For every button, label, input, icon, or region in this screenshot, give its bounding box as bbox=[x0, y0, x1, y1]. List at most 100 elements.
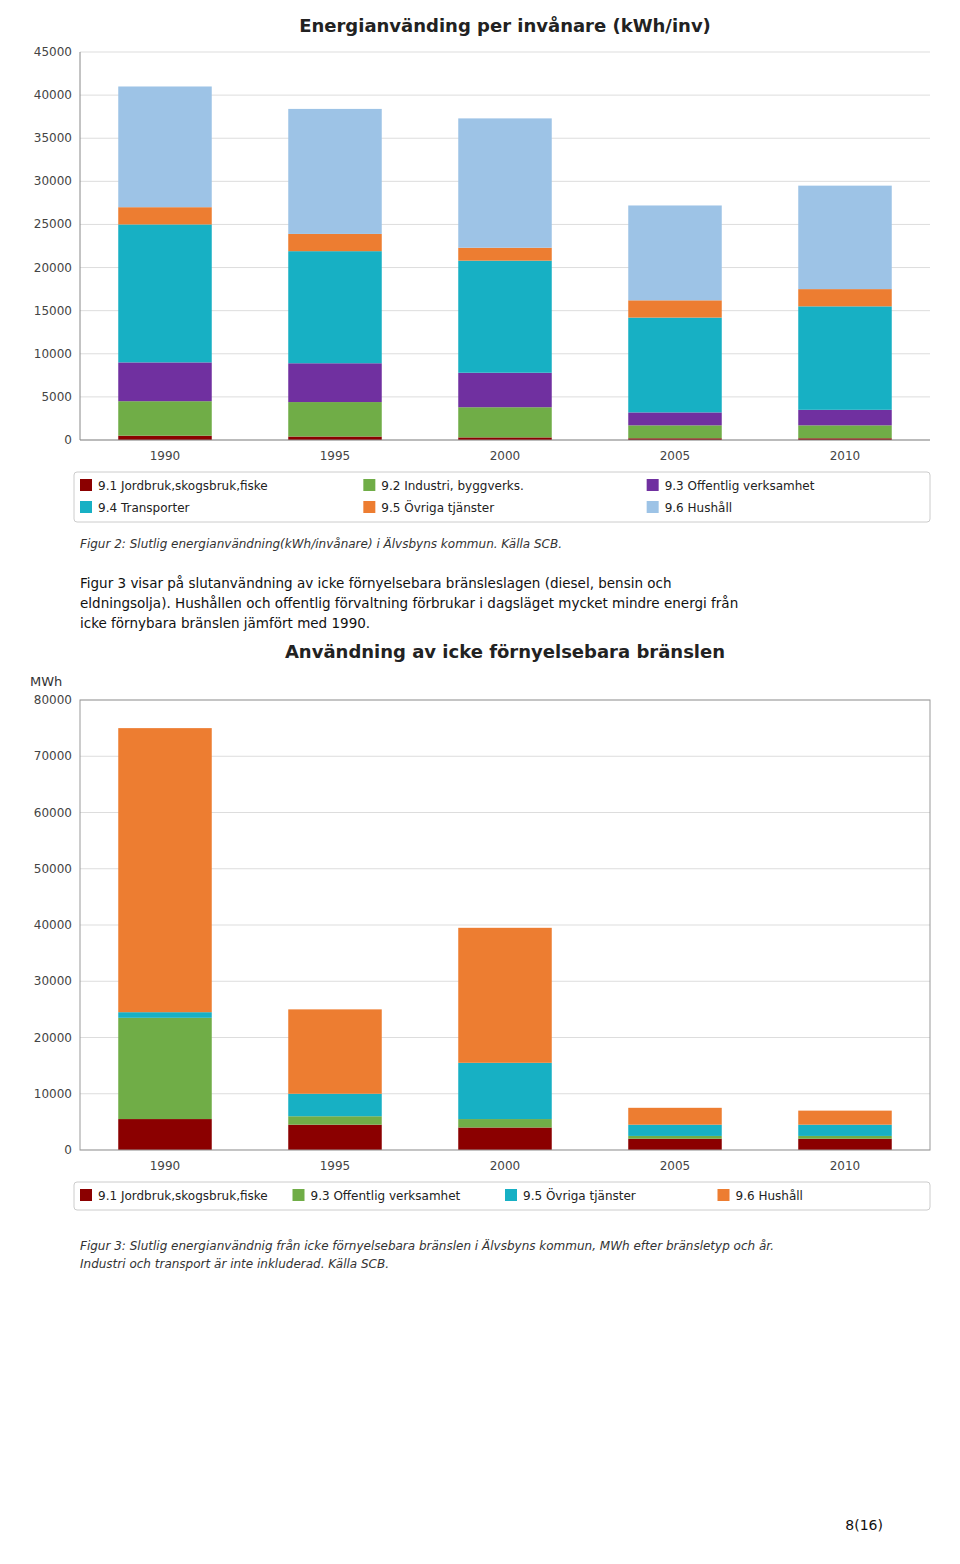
bar-segment bbox=[458, 118, 552, 247]
y-tick-label: 50000 bbox=[34, 862, 72, 876]
bar-segment bbox=[118, 224, 212, 362]
bar-segment bbox=[458, 248, 552, 261]
y-tick-label: 45000 bbox=[34, 45, 72, 59]
legend-entry: 9.1 Jordbruk,skogsbruk,fiske bbox=[98, 1189, 268, 1203]
bar-segment bbox=[118, 362, 212, 401]
bar-segment bbox=[798, 306, 892, 409]
legend-entry: 9.5 Övriga tjänster bbox=[523, 1187, 636, 1203]
bar-segment bbox=[798, 1125, 892, 1136]
legend: 9.1 Jordbruk,skogsbruk,fiske 9.2 Industri… bbox=[74, 472, 930, 522]
bar-segment bbox=[628, 1108, 722, 1125]
y-tick-label: 35000 bbox=[34, 131, 72, 145]
y-tick-label: 10000 bbox=[34, 347, 72, 361]
legend-entry: 9.1 Jordbruk,skogsbruk,fiske bbox=[98, 479, 268, 493]
legend-box bbox=[74, 472, 930, 522]
bar-segment bbox=[628, 1125, 722, 1136]
y-tick-label: 20000 bbox=[34, 1031, 72, 1045]
y-tick-label: 60000 bbox=[34, 806, 72, 820]
x-tick-label: 1990 bbox=[150, 1159, 181, 1173]
y-tick-label: 80000 bbox=[34, 693, 72, 707]
y-tick-label: 5000 bbox=[41, 390, 72, 404]
bar-segment bbox=[798, 425, 892, 438]
page-number: 8(16) bbox=[845, 1517, 883, 1533]
bar-segment bbox=[458, 928, 552, 1063]
bars bbox=[118, 728, 892, 1150]
bar-segment bbox=[798, 1139, 892, 1150]
legend-swatch bbox=[293, 1189, 305, 1201]
bar-segment bbox=[798, 410, 892, 426]
legend: 9.1 Jordbruk,skogsbruk,fiske 9.3 Offentli… bbox=[74, 1182, 930, 1210]
x-tick-label: 1990 bbox=[150, 449, 181, 463]
y-tick-label: 15000 bbox=[34, 304, 72, 318]
bar-segment bbox=[798, 289, 892, 306]
legend-box bbox=[74, 1182, 930, 1210]
y-tick-label: 40000 bbox=[34, 918, 72, 932]
body-text: Figur 3 visar på slutanvändning av icke … bbox=[80, 575, 672, 591]
y-tick-label: 10000 bbox=[34, 1087, 72, 1101]
bar-segment bbox=[118, 207, 212, 224]
bar-segment bbox=[288, 234, 382, 251]
legend-entry: 9.4 Transporter bbox=[98, 501, 190, 515]
y-tick-label: 0 bbox=[64, 1143, 72, 1157]
bar-segment bbox=[118, 1119, 212, 1150]
bar-segment bbox=[458, 1063, 552, 1119]
body-text: eldningsolja). Hushållen och offentlig f… bbox=[80, 595, 738, 611]
bar-segment bbox=[288, 437, 382, 440]
y-tick-label: 70000 bbox=[34, 749, 72, 763]
grid-line bbox=[80, 52, 930, 53]
bar-segment bbox=[288, 1125, 382, 1150]
chart: Energianvänding per invånare (kWh/inv)05… bbox=[34, 15, 930, 551]
x-tick-label: 2000 bbox=[490, 1159, 521, 1173]
legend-swatch bbox=[80, 501, 92, 513]
bar-segment bbox=[288, 109, 382, 234]
y-axis-line bbox=[80, 52, 81, 440]
legend-swatch bbox=[647, 501, 659, 513]
bar-segment bbox=[628, 300, 722, 317]
bar-segment bbox=[628, 1139, 722, 1150]
bar-segment bbox=[458, 407, 552, 437]
bar-segment bbox=[458, 1119, 552, 1127]
chart: Användning av icke förnyelsebara bränsle… bbox=[30, 641, 930, 1271]
bar-segment bbox=[118, 1018, 212, 1119]
legend-entry: 9.3 Offentlig verksamhet bbox=[311, 1189, 461, 1203]
bar-segment bbox=[628, 1136, 722, 1139]
bar-segment bbox=[628, 318, 722, 413]
bar-segment bbox=[288, 402, 382, 436]
y-axis-label: MWh bbox=[30, 674, 62, 689]
legend-swatch bbox=[363, 501, 375, 513]
legend-swatch bbox=[80, 1189, 92, 1201]
x-tick-label: 2000 bbox=[490, 449, 521, 463]
caption: Figur 2: Slutlig energianvändning(kWh/in… bbox=[80, 536, 562, 551]
y-tick-label: 40000 bbox=[34, 88, 72, 102]
x-tick-label: 2005 bbox=[660, 449, 691, 463]
legend-swatch bbox=[647, 479, 659, 491]
bar-segment bbox=[288, 1094, 382, 1117]
bar-segment bbox=[288, 251, 382, 363]
y-tick-label: 25000 bbox=[34, 217, 72, 231]
bar-segment bbox=[288, 1009, 382, 1093]
legend-entry: 9.2 Industri, byggverks. bbox=[381, 479, 524, 493]
bar-segment bbox=[458, 373, 552, 407]
legend-entry: 9.3 Offentlig verksamhet bbox=[665, 479, 815, 493]
legend-swatch bbox=[80, 479, 92, 491]
bar-segment bbox=[118, 728, 212, 1012]
x-tick-label: 2010 bbox=[830, 1159, 861, 1173]
bar-segment bbox=[118, 1012, 212, 1018]
x-tick-label: 1995 bbox=[320, 449, 351, 463]
caption: Industri och transport är inte inkludera… bbox=[80, 1257, 389, 1271]
bar-segment bbox=[628, 425, 722, 438]
bar-segment bbox=[628, 205, 722, 300]
bar-segment bbox=[118, 86, 212, 207]
body-text: icke förnybara bränslen jämfört med 1990… bbox=[80, 615, 370, 631]
bar-segment bbox=[798, 1111, 892, 1125]
legend-entry: 9.5 Övriga tjänster bbox=[381, 499, 494, 515]
bar-segment bbox=[798, 1136, 892, 1139]
legend-swatch bbox=[718, 1189, 730, 1201]
y-tick-label: 20000 bbox=[34, 261, 72, 275]
grid-line bbox=[80, 440, 930, 441]
bar-segment bbox=[798, 186, 892, 289]
legend-swatch bbox=[363, 479, 375, 491]
plot-frame bbox=[80, 700, 930, 1150]
bar-segment bbox=[628, 412, 722, 425]
bar-segment bbox=[118, 436, 212, 440]
